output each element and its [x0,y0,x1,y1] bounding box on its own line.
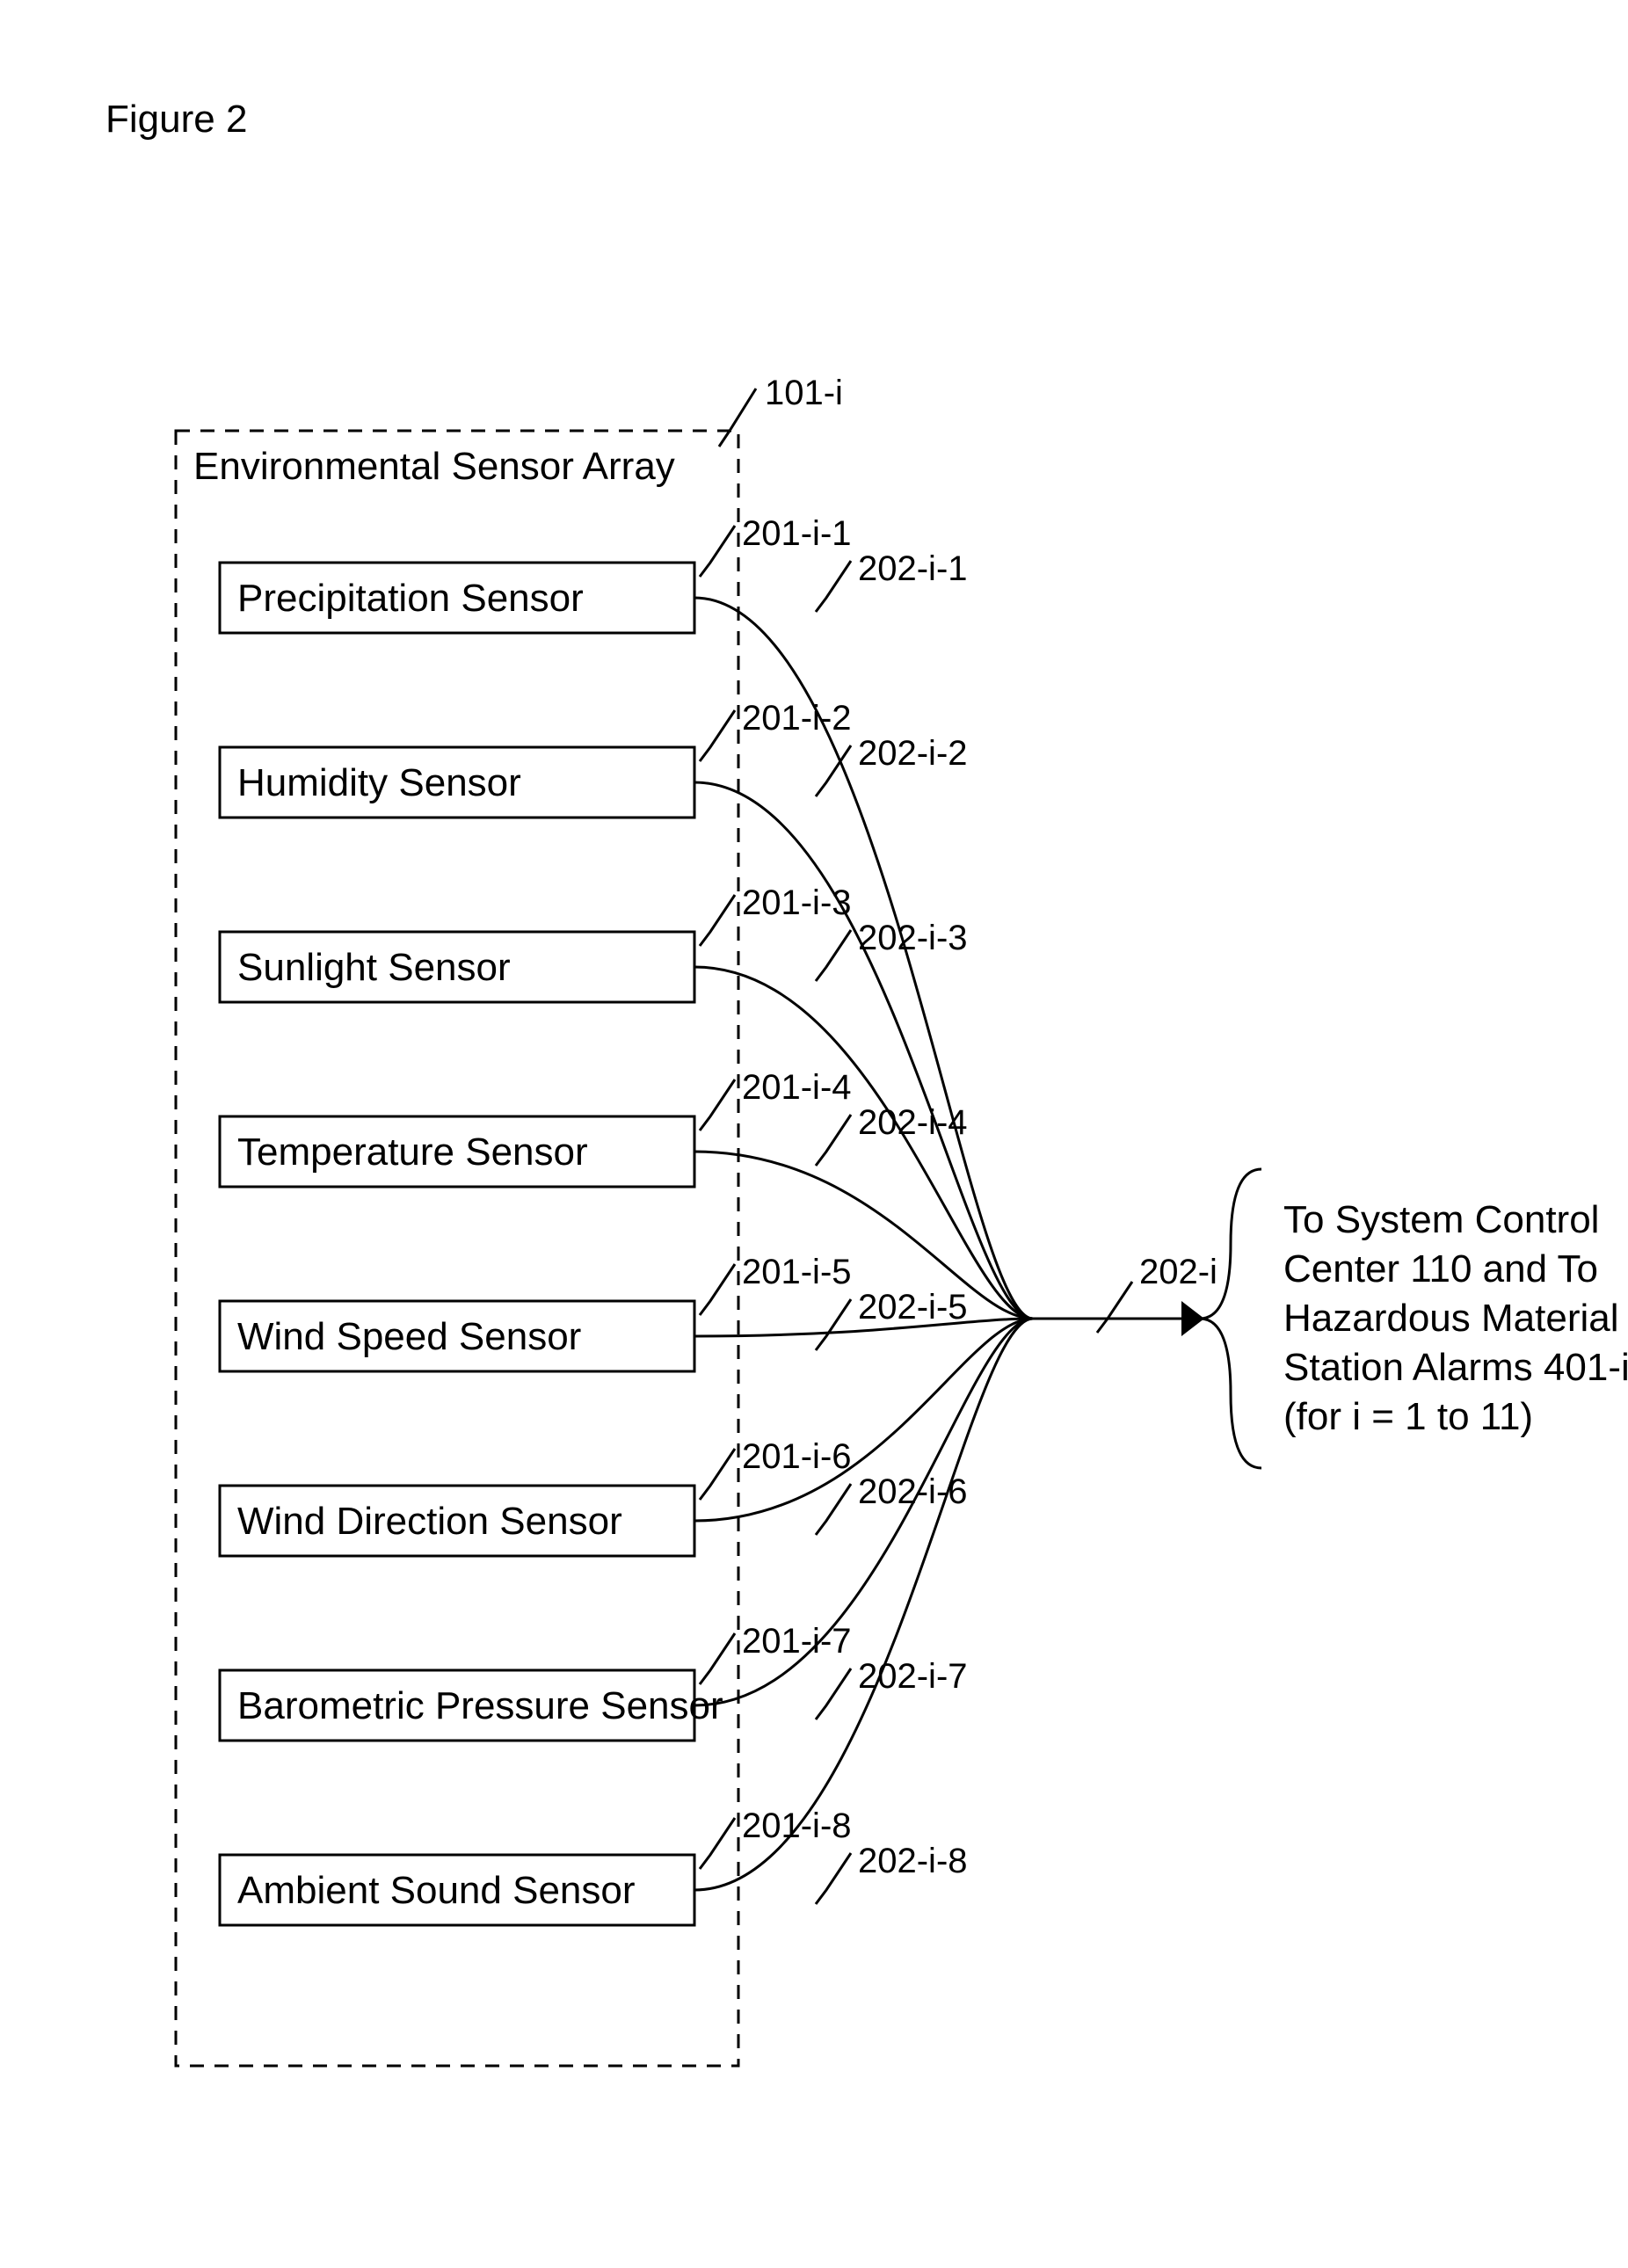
sensor-box-ref-5: 201-i-5 [742,1253,852,1291]
sensor-box-ref-tick-4 [700,1079,735,1130]
sensor-name-1: Precipitation Sensor [237,577,584,620]
array-ref: 101-i [765,374,843,412]
bus-ref-tick [1097,1282,1132,1333]
sensor-box-ref-6: 201-i-6 [742,1437,852,1476]
sensor-wire-ref-tick-3 [816,930,851,981]
sensor-wire-ref-2: 202-i-2 [858,734,968,773]
sensor-wire-ref-tick-1 [816,561,851,612]
sensor-box-ref-tick-7 [700,1633,735,1684]
sensor-name-4: Temperature Sensor [237,1130,588,1174]
sensor-box-ref-tick-6 [700,1449,735,1500]
output-text-line-3: Hazardous Material [1283,1297,1619,1340]
sensor-wire-ref-4: 202-i-4 [858,1103,968,1142]
output-text-line-2: Center 110 and To [1283,1247,1598,1290]
sensor-wire-ref-tick-6 [816,1484,851,1535]
sensor-wire-ref-5: 202-i-5 [858,1288,968,1327]
sensor-name-6: Wind Direction Sensor [237,1500,622,1543]
sensor-wire-ref-tick-7 [816,1668,851,1719]
sensor-wire-ref-tick-8 [816,1853,851,1904]
sensor-box-ref-1: 201-i-1 [742,514,852,553]
sensor-name-3: Sunlight Sensor [237,946,511,989]
sensor-wire-2 [694,782,1033,1319]
sensor-wire-8 [694,1319,1033,1890]
output-text-line-4: Station Alarms 401-i [1283,1346,1628,1389]
sensor-wire-ref-8: 202-i-8 [858,1842,968,1880]
sensor-array-box [176,431,738,2066]
sensor-box-ref-tick-3 [700,895,735,946]
output-text-line-1: To System Control [1283,1198,1599,1241]
sensor-wire-ref-3: 202-i-3 [858,919,968,957]
output-text-line-5: (for i = 1 to 11) [1283,1395,1533,1438]
sensor-name-8: Ambient Sound Sensor [237,1869,636,1912]
sensor-box-ref-2: 201-i-2 [742,699,852,738]
sensor-name-2: Humidity Sensor [237,761,521,804]
array-title: Environmental Sensor Array [193,445,675,488]
sensor-box-ref-tick-5 [700,1264,735,1315]
sensor-box-ref-tick-2 [700,710,735,761]
output-brace [1200,1169,1261,1468]
sensor-name-7: Barometric Pressure Sensor [237,1684,723,1727]
sensor-box-ref-tick-1 [700,526,735,577]
figure-title: Figure 2 [105,98,247,141]
sensor-box-ref-tick-8 [700,1818,735,1869]
bus-ref: 202-i [1139,1253,1217,1291]
sensor-box-ref-7: 201-i-7 [742,1622,852,1661]
sensor-name-5: Wind Speed Sensor [237,1315,581,1358]
sensor-box-ref-4: 201-i-4 [742,1068,852,1107]
sensor-wire-ref-1: 202-i-1 [858,549,968,588]
sensor-wire-ref-tick-5 [816,1299,851,1350]
sensor-box-ref-3: 201-i-3 [742,883,852,922]
sensor-wire-ref-tick-4 [816,1115,851,1166]
